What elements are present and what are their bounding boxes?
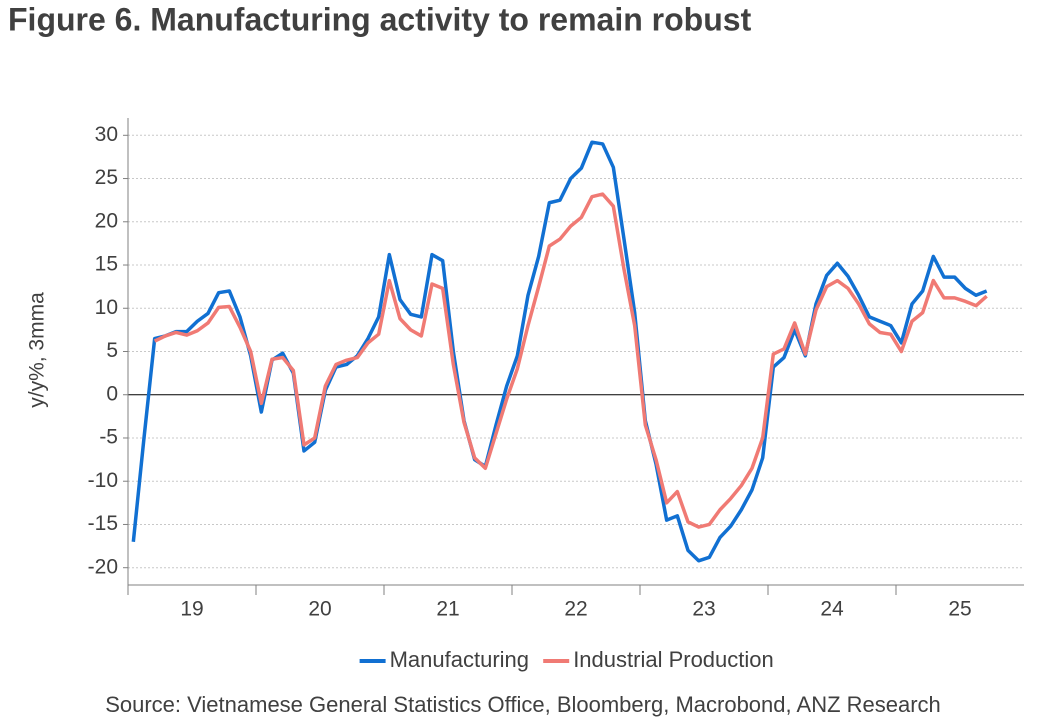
legend-label: Industrial Production — [573, 647, 774, 672]
x-tick-label: 25 — [948, 598, 971, 621]
y-tick-label: 10 — [95, 296, 118, 319]
x-tick-label: 19 — [180, 598, 203, 621]
x-tick-label: 21 — [436, 598, 459, 621]
y-tick-label: 15 — [95, 253, 118, 276]
x-tick-label: 24 — [820, 598, 844, 621]
y-tick-label: 0 — [106, 382, 118, 405]
y-tick-label: -15 — [88, 512, 118, 535]
source-note: Source: Vietnamese General Statistics Of… — [105, 692, 941, 717]
y-tick-label: -20 — [88, 555, 118, 578]
x-tick-label: 20 — [308, 598, 331, 621]
y-tick-label: 5 — [106, 339, 118, 362]
series-line — [153, 192, 988, 529]
y-tick-label: -10 — [88, 469, 118, 492]
x-tick-label: 23 — [692, 598, 715, 621]
y-tick-label: 25 — [95, 166, 118, 189]
y-axis-label: y/y%, 3mma — [26, 292, 49, 408]
x-tick-label: 22 — [564, 598, 587, 621]
legend-label: Manufacturing — [390, 647, 529, 672]
y-tick-label: 20 — [95, 209, 118, 232]
y-tick-label: -5 — [99, 426, 118, 449]
chart-title: Figure 6. Manufacturing activity to rema… — [8, 1, 752, 37]
y-tick-label: 30 — [95, 123, 118, 146]
